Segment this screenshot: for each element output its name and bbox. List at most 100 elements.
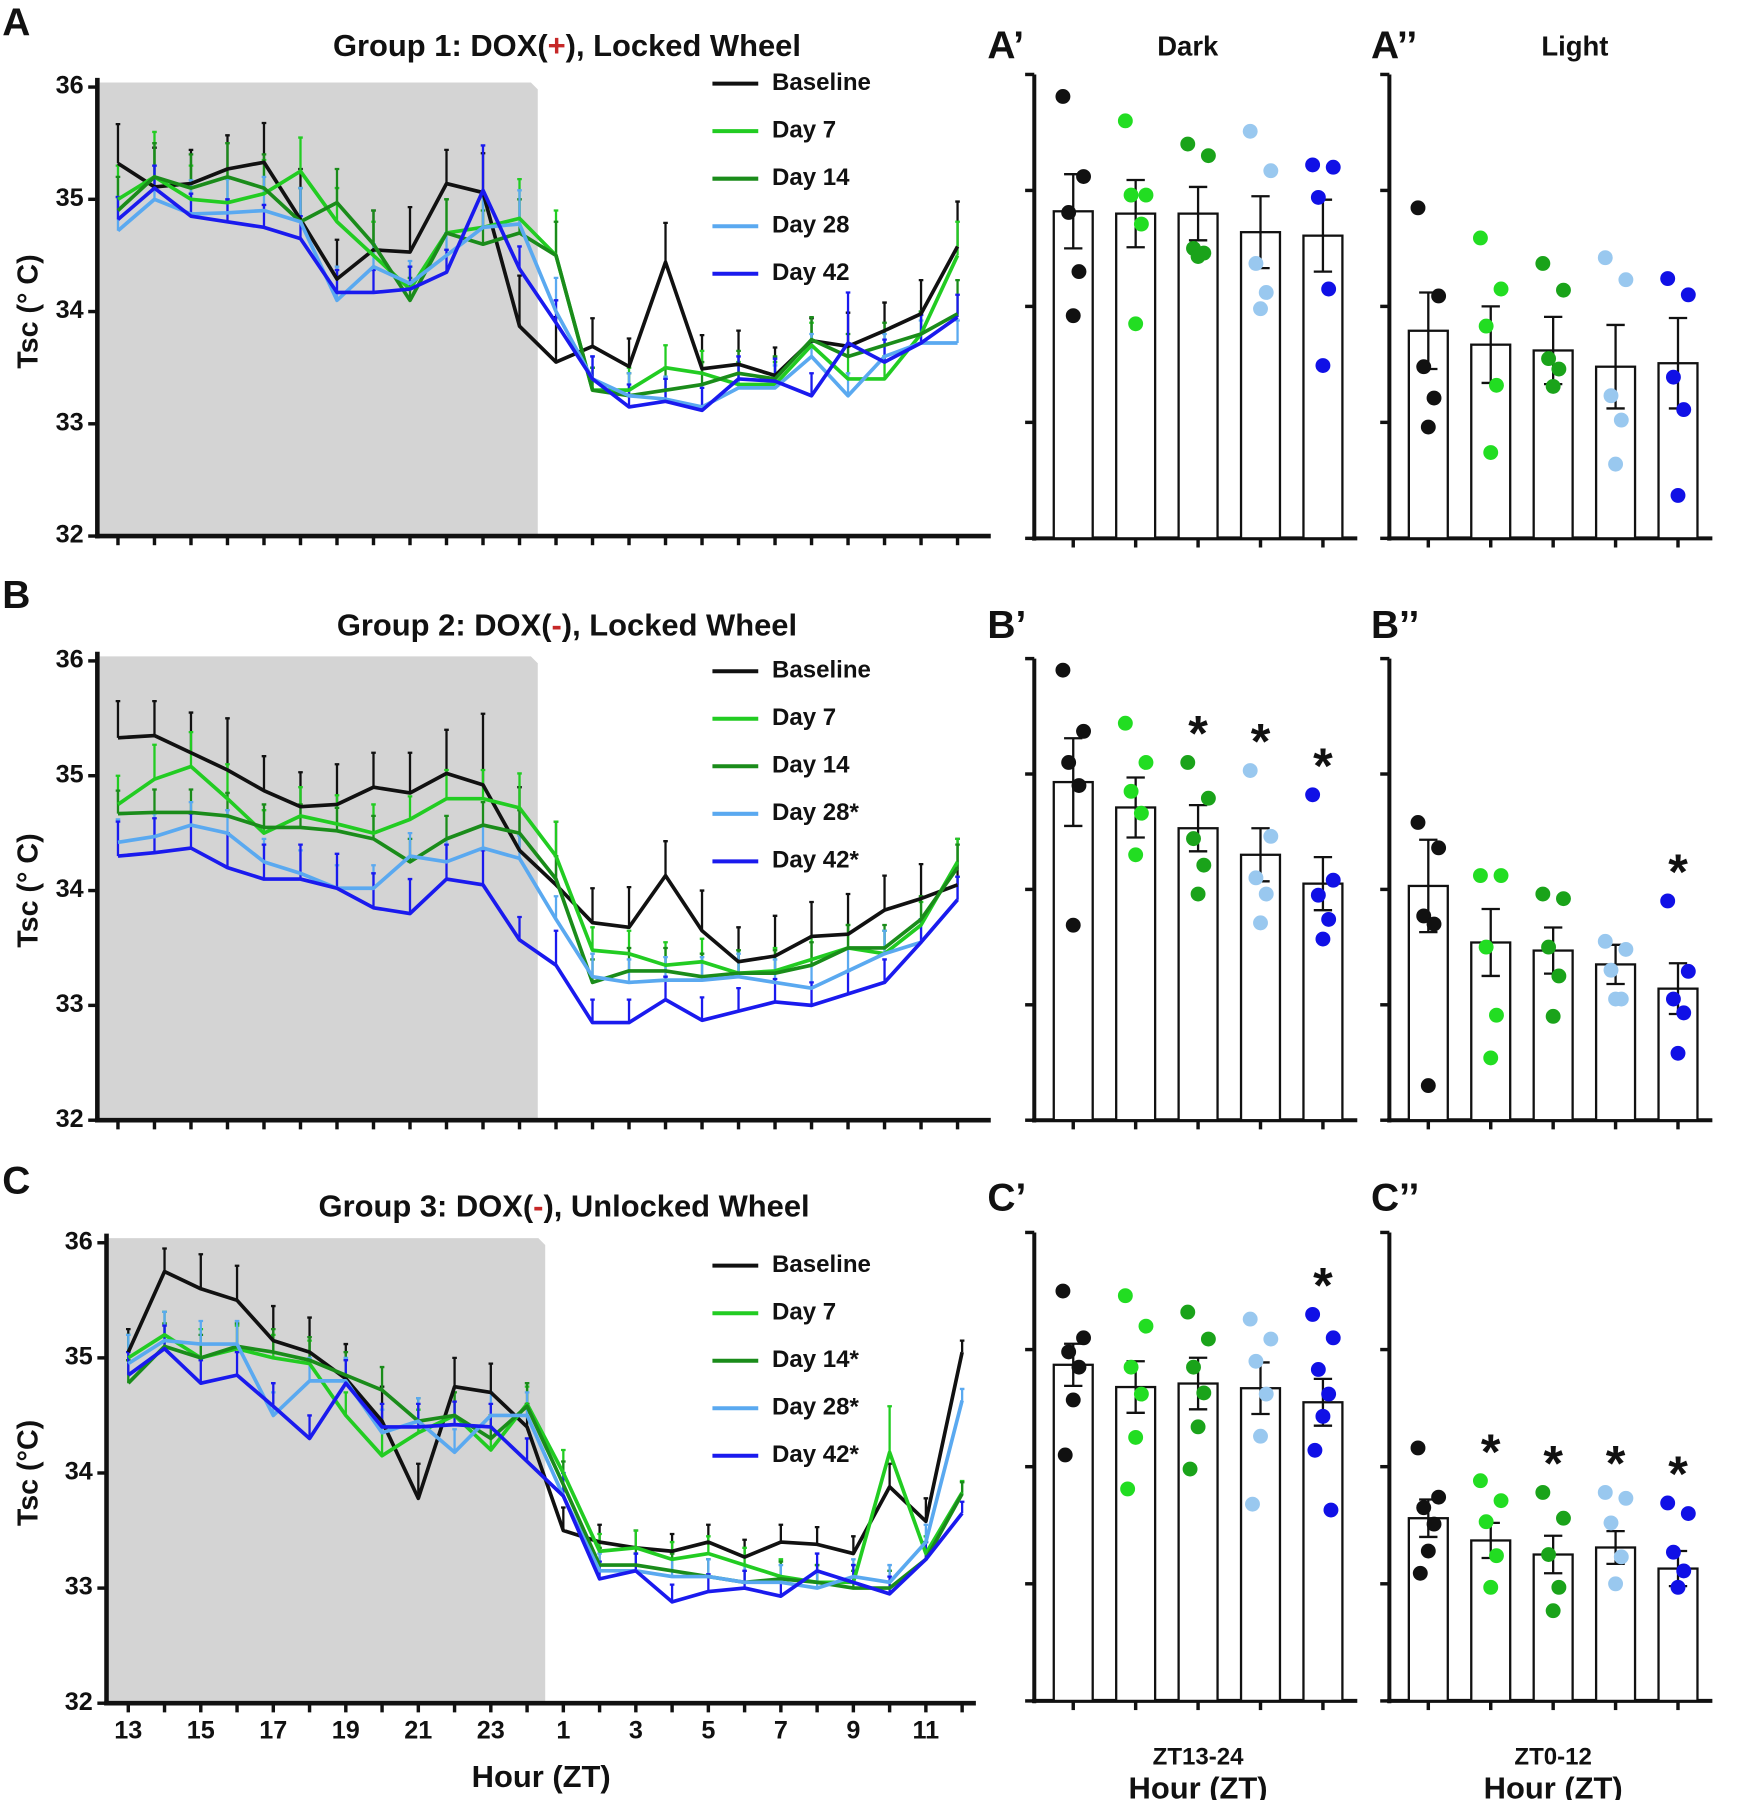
data-point bbox=[1315, 1408, 1331, 1424]
error-bar bbox=[234, 1350, 240, 1376]
series-line bbox=[117, 810, 960, 985]
data-point bbox=[1545, 378, 1561, 394]
data-point bbox=[1071, 778, 1087, 793]
error-bar bbox=[480, 800, 486, 826]
data-point bbox=[1057, 1447, 1073, 1463]
data-point bbox=[1660, 893, 1676, 909]
error-bar bbox=[198, 1253, 204, 1289]
data-point bbox=[1603, 962, 1619, 978]
significance-star: * bbox=[1313, 1257, 1333, 1314]
bar bbox=[1594, 1546, 1637, 1703]
y-tick-label: 34 bbox=[56, 296, 84, 324]
data-point bbox=[1431, 840, 1447, 856]
data-point bbox=[1420, 419, 1436, 435]
error-bar bbox=[407, 751, 413, 793]
y-tick-label: 36 bbox=[56, 72, 84, 100]
data-point bbox=[1120, 1481, 1136, 1497]
legend-label: Day 7 bbox=[772, 117, 836, 144]
data-point bbox=[1258, 1386, 1274, 1402]
data-point bbox=[1478, 939, 1494, 955]
bar bbox=[1470, 343, 1512, 540]
data-point bbox=[1305, 787, 1321, 803]
error-bar bbox=[663, 221, 668, 263]
bar bbox=[1115, 212, 1157, 540]
data-point bbox=[1061, 755, 1077, 770]
error-bar bbox=[162, 1247, 167, 1272]
data-point bbox=[1426, 1516, 1442, 1532]
y-tick-label: 35 bbox=[56, 760, 84, 788]
data-point bbox=[1138, 187, 1154, 203]
series-line bbox=[117, 823, 959, 990]
legend-label: Day 14 bbox=[772, 164, 850, 191]
data-point bbox=[1076, 169, 1091, 184]
data-point bbox=[1608, 991, 1624, 1007]
bar bbox=[1052, 210, 1094, 540]
data-point bbox=[1305, 1306, 1321, 1322]
error-bar bbox=[845, 291, 851, 343]
panel-label: A bbox=[2, 1, 30, 44]
panel-label: C bbox=[2, 1159, 30, 1202]
data-point bbox=[1545, 1008, 1561, 1024]
data-point bbox=[1133, 805, 1149, 821]
data-point bbox=[1676, 402, 1692, 418]
data-point bbox=[1061, 1344, 1077, 1360]
error-bar bbox=[736, 987, 741, 1012]
error-bar bbox=[553, 895, 559, 920]
data-point bbox=[1180, 755, 1196, 770]
data-point bbox=[1420, 1078, 1436, 1094]
error-bar bbox=[633, 1552, 639, 1571]
error-bar bbox=[225, 142, 230, 177]
data-point bbox=[1190, 886, 1206, 902]
x-tick-label: 9 bbox=[846, 1716, 860, 1744]
data-point bbox=[1478, 1514, 1494, 1530]
error-bar bbox=[115, 820, 121, 857]
error-bar bbox=[1313, 855, 1333, 912]
error-bar bbox=[955, 319, 960, 343]
data-point bbox=[1416, 908, 1432, 924]
data-point bbox=[1065, 308, 1081, 324]
dark-phase-shading bbox=[99, 82, 538, 537]
x-axis-title: Hour (ZT) bbox=[1129, 1770, 1268, 1800]
panel-label: B’ bbox=[987, 604, 1026, 647]
y-axis-label: Tsc (°C) bbox=[12, 1420, 44, 1526]
data-point bbox=[1310, 189, 1326, 205]
error-bar bbox=[955, 875, 960, 900]
data-point bbox=[1535, 1485, 1551, 1500]
error-bar bbox=[517, 772, 522, 808]
data-point bbox=[1597, 933, 1613, 949]
y-tick-label: 32 bbox=[56, 1105, 84, 1133]
error-bar bbox=[334, 852, 340, 889]
y-tick-label: 35 bbox=[56, 184, 84, 212]
error-bar bbox=[379, 1365, 385, 1391]
x-tick-label: 11 bbox=[913, 1716, 940, 1744]
title-part: - bbox=[551, 608, 561, 643]
bar bbox=[1470, 1539, 1512, 1703]
data-point bbox=[1535, 256, 1551, 271]
data-point bbox=[1665, 991, 1681, 1007]
data-point bbox=[1138, 755, 1154, 770]
error-bar bbox=[407, 795, 413, 820]
error-bar bbox=[553, 929, 559, 966]
data-point bbox=[1618, 941, 1634, 957]
bar bbox=[1052, 1363, 1094, 1703]
x-tick-label: 5 bbox=[701, 1716, 715, 1744]
error-bar bbox=[115, 122, 121, 164]
data-point bbox=[1076, 1330, 1091, 1346]
significance-star: * bbox=[1188, 705, 1208, 762]
data-point bbox=[1670, 1579, 1686, 1595]
data-point bbox=[1325, 872, 1341, 888]
y-tick-label: 34 bbox=[65, 1458, 93, 1486]
data-point bbox=[1133, 1386, 1149, 1402]
error-bar bbox=[198, 1319, 204, 1345]
significance-star: * bbox=[1251, 713, 1271, 770]
error-bar bbox=[845, 969, 851, 994]
data-point bbox=[1410, 815, 1426, 830]
x-tick-label: 3 bbox=[629, 1716, 643, 1744]
error-bar bbox=[407, 831, 413, 857]
data-point bbox=[1076, 723, 1091, 739]
data-point bbox=[1541, 1547, 1557, 1562]
error-bar bbox=[669, 1558, 675, 1577]
error-bar bbox=[955, 293, 960, 318]
panel-label: C’’ bbox=[1371, 1177, 1419, 1220]
data-point bbox=[1190, 249, 1206, 264]
